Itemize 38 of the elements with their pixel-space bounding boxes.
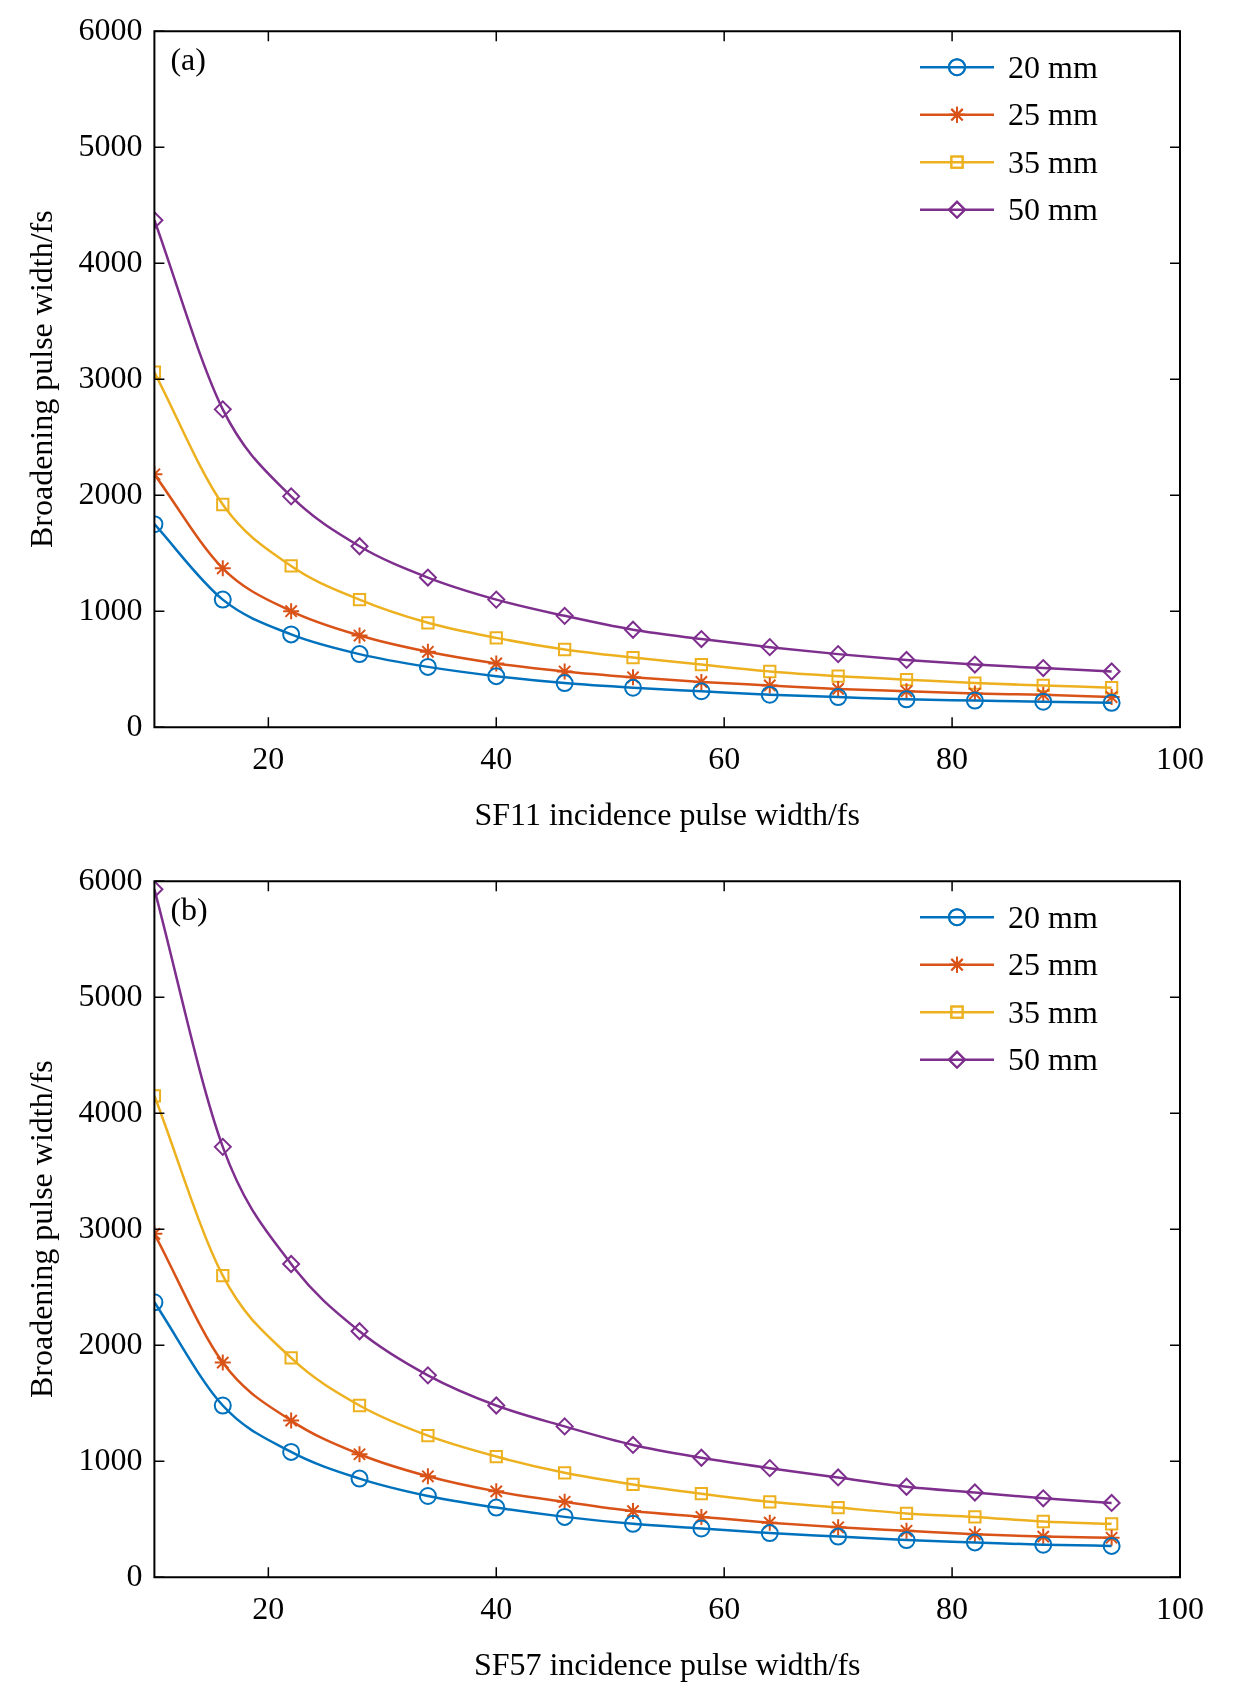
y-tick-label: 6000 bbox=[78, 860, 143, 897]
legend-label: 25 mm bbox=[1008, 96, 1098, 133]
x-tick-label: 20 bbox=[252, 739, 285, 776]
y-tick-label: 2000 bbox=[78, 474, 143, 511]
x-tick-label: 20 bbox=[252, 1589, 285, 1626]
y-tick-label: 5000 bbox=[78, 126, 143, 163]
y-tick-label: 0 bbox=[126, 706, 143, 743]
x-tick-label: 100 bbox=[1156, 1589, 1204, 1626]
y-tick-label: 1000 bbox=[78, 590, 143, 627]
x-tick-label: 80 bbox=[936, 739, 969, 776]
legend-label: 20 mm bbox=[1008, 898, 1098, 935]
y-tick-label: 4000 bbox=[78, 1092, 143, 1129]
x-tick-label: 40 bbox=[480, 1589, 513, 1626]
y-tick-label: 1000 bbox=[78, 1440, 143, 1477]
x-axis-title: SF57 incidence pulse width/fs bbox=[473, 1646, 861, 1683]
x-tick-label: 40 bbox=[480, 739, 513, 776]
legend-label: 35 mm bbox=[1008, 993, 1098, 1030]
y-tick-label: 3000 bbox=[78, 1208, 143, 1245]
x-tick-label: 60 bbox=[708, 739, 741, 776]
annotation: (b) bbox=[170, 890, 208, 927]
y-tick-label: 2000 bbox=[78, 1324, 143, 1361]
y-tick-label: 6000 bbox=[78, 10, 143, 47]
y-axis-title: Broadening pulse width/fs bbox=[22, 1060, 59, 1399]
legend-label: 50 mm bbox=[1008, 191, 1098, 228]
y-tick-label: 4000 bbox=[78, 242, 143, 279]
legend-label: 50 mm bbox=[1008, 1041, 1098, 1078]
legend-label: 35 mm bbox=[1008, 143, 1098, 180]
x-tick-label: 100 bbox=[1156, 739, 1204, 776]
x-axis-title: SF11 incidence pulse width/fs bbox=[474, 796, 860, 833]
y-tick-label: 0 bbox=[126, 1556, 143, 1593]
annotation: (a) bbox=[170, 40, 206, 77]
y-axis-title: Broadening pulse width/fs bbox=[22, 210, 59, 549]
x-tick-label: 80 bbox=[936, 1589, 969, 1626]
y-tick-label: 3000 bbox=[78, 358, 143, 395]
legend-label: 20 mm bbox=[1008, 48, 1098, 85]
y-tick-label: 5000 bbox=[78, 976, 143, 1013]
legend-label: 25 mm bbox=[1008, 946, 1098, 983]
x-tick-label: 60 bbox=[708, 1589, 741, 1626]
